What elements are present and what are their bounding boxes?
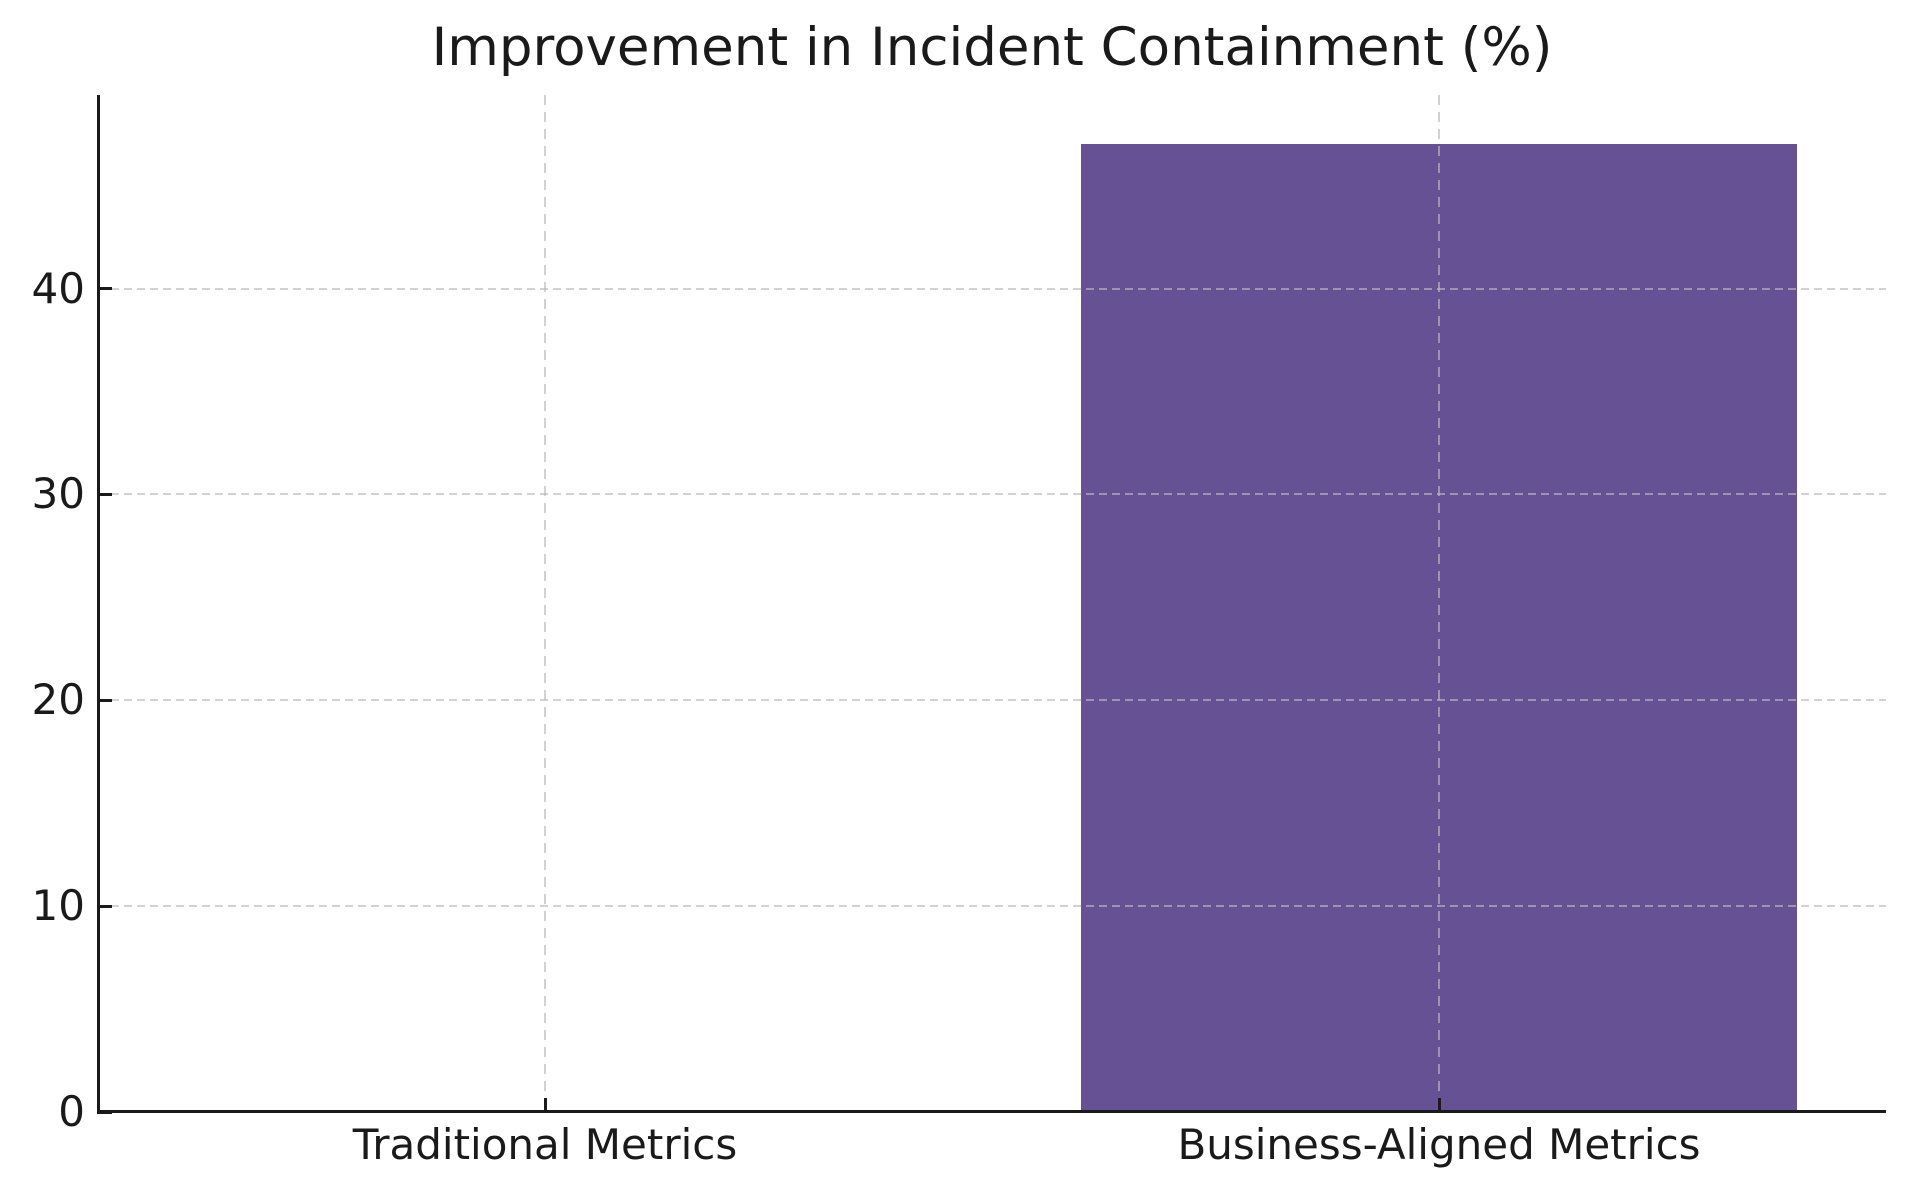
plot-area: 0 10 20 30 40 Traditional Metrics Business-Ali…	[32, 95, 1886, 1166]
chart-title: Improvement in Incident Containment (%)	[431, 17, 1553, 78]
y-tick-label: 0	[58, 1087, 85, 1136]
y-gridline	[98, 699, 1886, 702]
y-tick-label: 40	[31, 263, 85, 313]
x-tick-label: Business-Aligned Metrics	[1177, 1120, 1701, 1169]
y-axis-spine	[97, 95, 100, 1114]
x-gridline	[1438, 95, 1440, 1112]
y-gridline	[98, 493, 1886, 496]
y-tick-label: 30	[31, 469, 85, 519]
y-tick-mark	[98, 904, 112, 908]
y-tick-label: 20	[31, 675, 85, 725]
y-tick-label: 10	[31, 881, 85, 931]
x-axis-spine	[97, 1110, 1886, 1113]
y-tick-mark	[98, 698, 112, 702]
x-tick-label: Traditional Metrics	[352, 1120, 738, 1169]
x-gridline	[544, 95, 546, 1112]
x-tick-mark	[1437, 1098, 1441, 1112]
x-tick-mark	[543, 1098, 547, 1112]
y-gridline	[98, 905, 1886, 908]
y-tick-mark	[98, 492, 112, 496]
y-tick-mark	[98, 287, 112, 291]
y-gridline	[98, 287, 1886, 290]
